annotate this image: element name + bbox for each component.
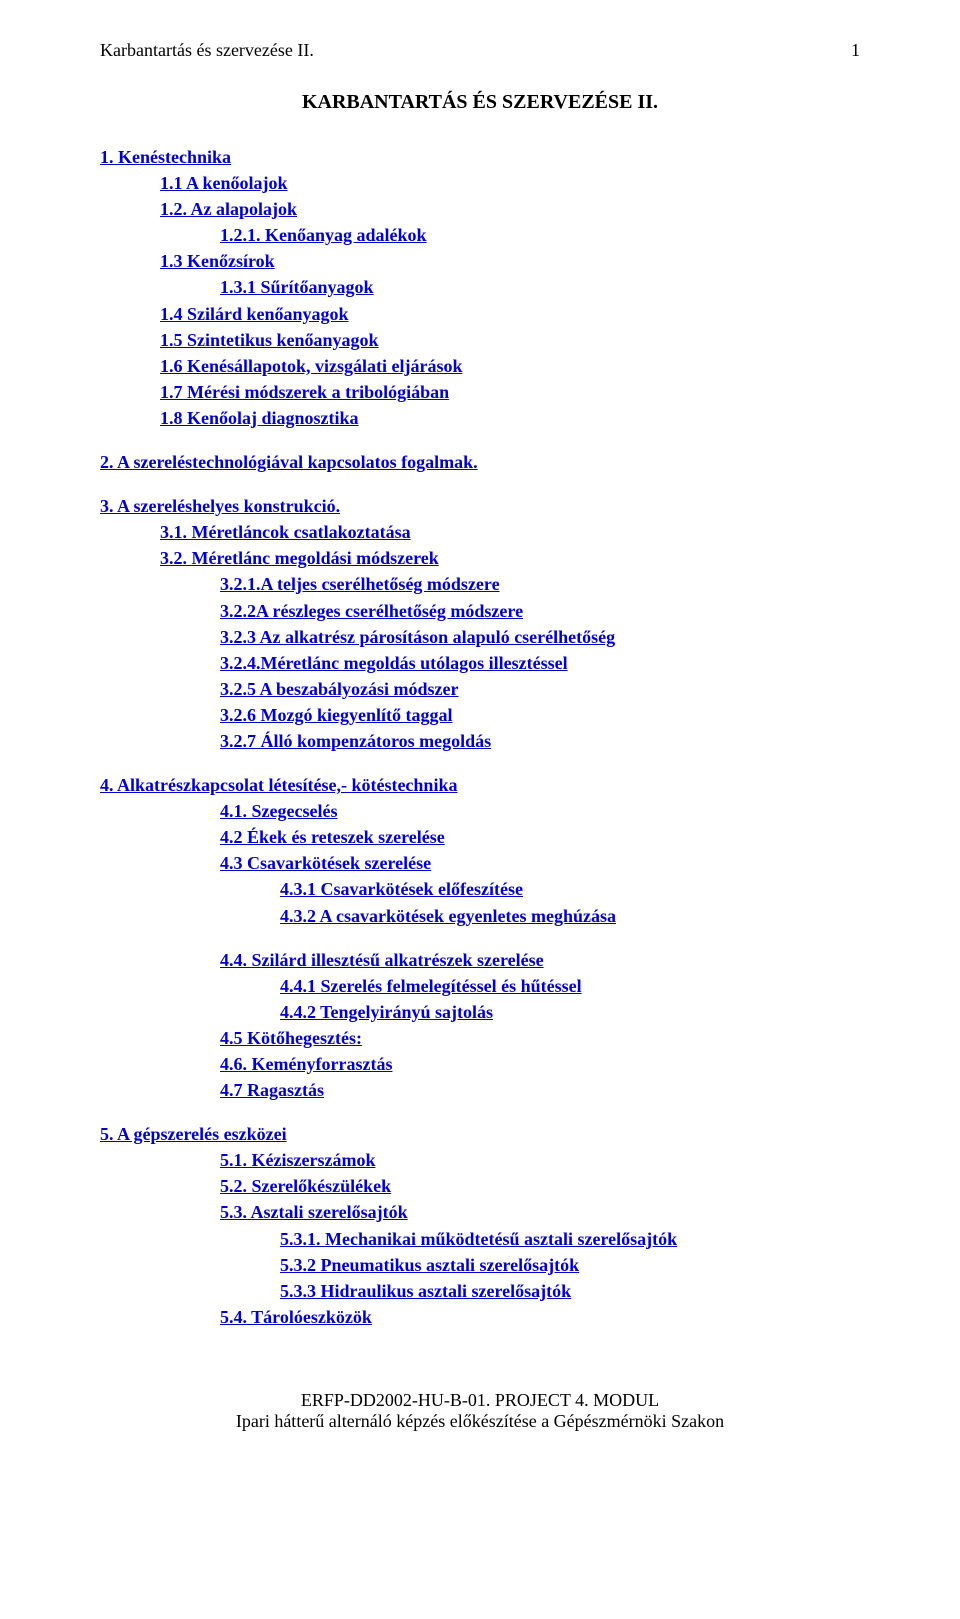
toc-link[interactable]: 4.4.2 Tengelyirányú sajtolás [280,999,860,1025]
toc-link[interactable]: 1.2.1. Kenőanyag adalékok [220,222,860,248]
toc-link[interactable]: 4.6. Keményforrasztás [220,1051,860,1077]
document-title: KARBANTARTÁS ÉS SZERVEZÉSE II. [100,91,860,114]
toc-link[interactable]: 3.2.4.Méretlánc megoldás utólagos illesz… [220,650,860,676]
toc-link[interactable]: 1.8 Kenőolaj diagnosztika [160,405,860,431]
toc-link[interactable]: 3.2.5 A beszabályozási módszer [220,676,860,702]
footer-line-1: ERFP-DD2002-HU-B-01. PROJECT 4. MODUL [100,1390,860,1411]
footer-line-2: Ipari hátterű alternáló képzés előkészít… [100,1411,860,1432]
toc-link[interactable]: 5.3.3 Hidraulikus asztali szerelősajtók [280,1278,860,1304]
footer: ERFP-DD2002-HU-B-01. PROJECT 4. MODUL Ip… [100,1390,860,1432]
toc-link[interactable]: 4.4. Szilárd illesztésű alkatrészek szer… [220,947,860,973]
toc-link[interactable]: 4.4.1 Szerelés felmelegítéssel és hűtéss… [280,973,860,999]
toc-link[interactable]: 3. A szereléshelyes konstrukció. [100,493,860,519]
toc-link[interactable]: 3.2.1.A teljes cserélhetőség módszere [220,571,860,597]
toc-link[interactable]: 4.5 Kötőhegesztés: [220,1025,860,1051]
toc-link[interactable]: 5.1. Kéziszerszámok [220,1147,860,1173]
toc-link[interactable]: 3.1. Méretláncok csatlakoztatása [160,519,860,545]
toc-link[interactable]: 1.7 Mérési módszerek a tribológiában [160,379,860,405]
page-number: 1 [851,40,860,61]
toc-link[interactable]: 1.6 Kenésállapotok, vizsgálati eljárások [160,353,860,379]
toc-link[interactable]: 4.2 Ékek és reteszek szerelése [220,824,860,850]
toc-link[interactable]: 4. Alkatrészkapcsolat létesítése,- kötés… [100,772,860,798]
toc-link[interactable]: 3.2.2A részleges cserélhetőség módszere [220,598,860,624]
toc-link[interactable]: 1. Kenéstechnika [100,144,860,170]
toc-link[interactable]: 3.2.3 Az alkatrész párosításon alapuló c… [220,624,860,650]
toc-link[interactable]: 5.2. Szerelőkészülékek [220,1173,860,1199]
toc-link[interactable]: 3.2. Méretlánc megoldási módszerek [160,545,860,571]
toc-link[interactable]: 4.7 Ragasztás [220,1077,860,1103]
toc-link[interactable]: 4.3 Csavarkötések szerelése [220,850,860,876]
toc-link[interactable]: 4.1. Szegecselés [220,798,860,824]
toc-link[interactable]: 5.4. Tárolóeszközök [220,1304,860,1330]
running-title: Karbantartás és szervezése II. [100,40,314,61]
toc-link[interactable]: 5.3.1. Mechanikai működtetésű asztali sz… [280,1226,860,1252]
toc-link[interactable]: 5.3. Asztali szerelősajtók [220,1199,860,1225]
header-row: Karbantartás és szervezése II. 1 [100,40,860,61]
toc-link[interactable]: 1.4 Szilárd kenőanyagok [160,301,860,327]
toc-link[interactable]: 3.2.7 Álló kompenzátoros megoldás [220,728,860,754]
toc-link[interactable]: 1.5 Szintetikus kenőanyagok [160,327,860,353]
toc-link[interactable]: 3.2.6 Mozgó kiegyenlítő taggal [220,702,860,728]
toc-link[interactable]: 4.3.1 Csavarkötések előfeszítése [280,876,860,902]
toc-link[interactable]: 5. A gépszerelés eszközei [100,1121,860,1147]
table-of-contents: 1. Kenéstechnika1.1 A kenőolajok1.2. Az … [100,144,860,1330]
toc-link[interactable]: 4.3.2 A csavarkötések egyenletes meghúzá… [280,903,860,929]
toc-link[interactable]: 1.3.1 Sűrítőanyagok [220,274,860,300]
toc-link[interactable]: 5.3.2 Pneumatikus asztali szerelősajtók [280,1252,860,1278]
toc-link[interactable]: 1.1 A kenőolajok [160,170,860,196]
page: Karbantartás és szervezése II. 1 KARBANT… [0,0,960,1472]
toc-link[interactable]: 2. A szereléstechnológiával kapcsolatos … [100,449,860,475]
toc-link[interactable]: 1.2. Az alapolajok [160,196,860,222]
toc-link[interactable]: 1.3 Kenőzsírok [160,248,860,274]
